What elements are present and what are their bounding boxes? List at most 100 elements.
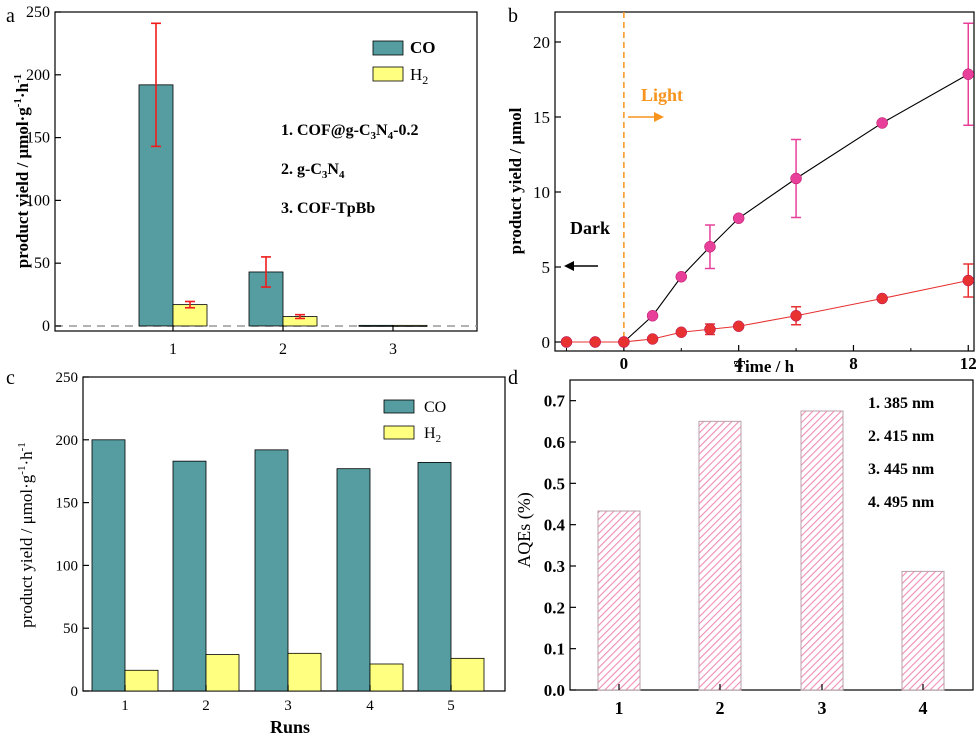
panel-a-bars bbox=[138, 22, 428, 327]
y-tick-label: 50 bbox=[63, 621, 78, 637]
bar-co-run-4 bbox=[336, 468, 371, 692]
data-point-magenta bbox=[646, 310, 659, 322]
annotation-wavelength-4: 4. 495 nm bbox=[868, 494, 935, 511]
x-tick-label: 3 bbox=[818, 698, 827, 718]
y-tick-label: 0.1 bbox=[544, 640, 565, 659]
data-point-magenta bbox=[732, 212, 745, 224]
panel-b-y-axis-label: product yield / μmol bbox=[506, 107, 525, 254]
x-tick-label: 3 bbox=[389, 341, 397, 358]
annotation-wavelength-1: 1. 385 nm bbox=[868, 395, 935, 412]
panel-d-frame bbox=[569, 379, 974, 691]
y-tick-label: 20 bbox=[533, 33, 550, 52]
panel-b-dark-arrowhead bbox=[564, 261, 574, 271]
panel-letter-c: c bbox=[6, 367, 15, 389]
annotation-wavelength-2: 2. 415 nm bbox=[868, 428, 935, 445]
legend-swatch-co bbox=[383, 399, 415, 414]
panel-letter-d: d bbox=[508, 367, 518, 389]
bar-co-3 bbox=[358, 324, 394, 327]
panel-d-axes: 0.0 0.1 0.2 0.3 0.4 0.5 0.6 0.7 1 2 3 4 bbox=[544, 392, 928, 718]
panel-c-legend: CO H2 bbox=[383, 399, 446, 445]
x-tick-label: 4 bbox=[919, 698, 928, 718]
data-point-magenta bbox=[876, 117, 888, 129]
y-tick-label: 150 bbox=[56, 496, 79, 512]
data-point-red bbox=[618, 336, 630, 348]
bar-aqe-1 bbox=[597, 510, 641, 691]
x-tick-label: 1 bbox=[615, 698, 624, 718]
panel-b-frame bbox=[554, 11, 975, 352]
panel-c-axes: 0 50 100 150 200 250 1 2 3 4 5 bbox=[56, 370, 455, 714]
y-tick-label: 0 bbox=[542, 333, 551, 352]
x-tick-label: 1 bbox=[169, 341, 177, 358]
data-point-magenta bbox=[675, 271, 688, 283]
data-point-red bbox=[646, 333, 659, 345]
series-line-magenta bbox=[566, 73, 969, 343]
panel-d-y-axis-label: AQEs (%) bbox=[514, 492, 535, 567]
panel-b-series bbox=[560, 22, 975, 348]
x-tick-label: 5 bbox=[447, 698, 455, 714]
y-tick-label: 15 bbox=[533, 108, 550, 127]
y-tick-label: 10 bbox=[533, 183, 550, 202]
bar-aqe-3 bbox=[800, 410, 844, 691]
panel-b-axes: 0 4 8 12 0 5 10 15 20 bbox=[533, 33, 977, 373]
y-tick-label: 0.4 bbox=[544, 516, 566, 535]
data-point-red bbox=[790, 310, 802, 322]
data-point-magenta bbox=[704, 241, 716, 253]
x-tick-label: 1 bbox=[121, 698, 129, 714]
legend-swatch-h2 bbox=[383, 425, 415, 440]
panel-a-legend: CO H2 bbox=[372, 38, 436, 87]
x-tick-label: 2 bbox=[202, 698, 210, 714]
legend-label-h2: H2 bbox=[424, 425, 441, 445]
y-tick-label: 0.5 bbox=[544, 474, 565, 493]
y-tick-label: 0.2 bbox=[544, 598, 565, 617]
legend-label-co: CO bbox=[410, 38, 436, 57]
panel-b-dark-label: Dark bbox=[570, 218, 610, 238]
panel-letter-b: b bbox=[508, 5, 518, 27]
bar-h2-run-4 bbox=[369, 663, 404, 692]
panel-d-chart: 0.0 0.1 0.2 0.3 0.4 0.5 0.6 0.7 1 2 3 4 1. 385 nm 2.… bbox=[514, 379, 974, 718]
panel-b-chart: 0 4 8 12 0 5 10 15 20 Light Dark product yield /… bbox=[506, 11, 977, 376]
y-tick-label: 200 bbox=[26, 67, 50, 84]
data-point-magenta bbox=[962, 68, 975, 80]
y-tick-label: 250 bbox=[26, 4, 50, 21]
bar-h2-3 bbox=[392, 324, 428, 327]
annotation-wavelength-3: 3. 445 nm bbox=[868, 461, 935, 478]
bar-co-run-3 bbox=[254, 449, 289, 692]
x-tick-label: 4 bbox=[366, 698, 374, 714]
legend-label-co: CO bbox=[424, 399, 446, 416]
legend-swatch-h2 bbox=[372, 66, 404, 82]
bar-aqe-2 bbox=[698, 420, 742, 691]
bar-co-run-1 bbox=[91, 439, 126, 692]
panel-d-annotations: 1. 385 nm 2. 415 nm 3. 445 nm 4. 495 nm bbox=[868, 395, 935, 511]
y-tick-label: 100 bbox=[56, 558, 79, 574]
bar-h2-run-1 bbox=[124, 669, 159, 692]
panel-letter-a: a bbox=[6, 5, 15, 27]
legend-swatch-co bbox=[372, 40, 404, 56]
y-tick-label: 0.3 bbox=[544, 557, 565, 576]
panel-b-x-axis-label: Time / h bbox=[734, 357, 795, 376]
data-point-red bbox=[560, 336, 573, 348]
legend-label-h2: H2 bbox=[410, 65, 428, 87]
x-tick-label: 2 bbox=[279, 341, 287, 358]
panel-a-chart: 0 50 100 150 200 250 1 2 3 CO H2 1. COF@g-C3N4-0… bbox=[12, 4, 478, 358]
panel-b-light-label: Light bbox=[641, 85, 683, 105]
series-line-red bbox=[566, 279, 969, 343]
x-tick-label: 2 bbox=[716, 698, 725, 718]
data-point-red bbox=[732, 320, 745, 332]
bar-h2-run-3 bbox=[287, 652, 322, 692]
y-tick-label: 250 bbox=[56, 370, 79, 386]
y-tick-label: 0.6 bbox=[544, 433, 565, 452]
data-point-red bbox=[962, 274, 975, 287]
y-tick-label: 0.0 bbox=[544, 681, 565, 700]
bar-aqe-4 bbox=[901, 570, 945, 691]
y-tick-label: 0 bbox=[71, 684, 79, 700]
data-point-red bbox=[704, 323, 716, 335]
panel-a-y-axis-label: product yield / μmol·g-1·h-1 bbox=[12, 74, 32, 268]
y-tick-label: 5 bbox=[542, 258, 551, 277]
data-point-red bbox=[675, 326, 688, 338]
bar-h2-run-5 bbox=[450, 657, 485, 692]
panel-c-x-axis-label: Runs bbox=[270, 717, 310, 737]
bar-h2-run-2 bbox=[205, 654, 240, 692]
y-tick-label: 50 bbox=[34, 255, 50, 272]
y-tick-label: 0.7 bbox=[544, 392, 566, 411]
